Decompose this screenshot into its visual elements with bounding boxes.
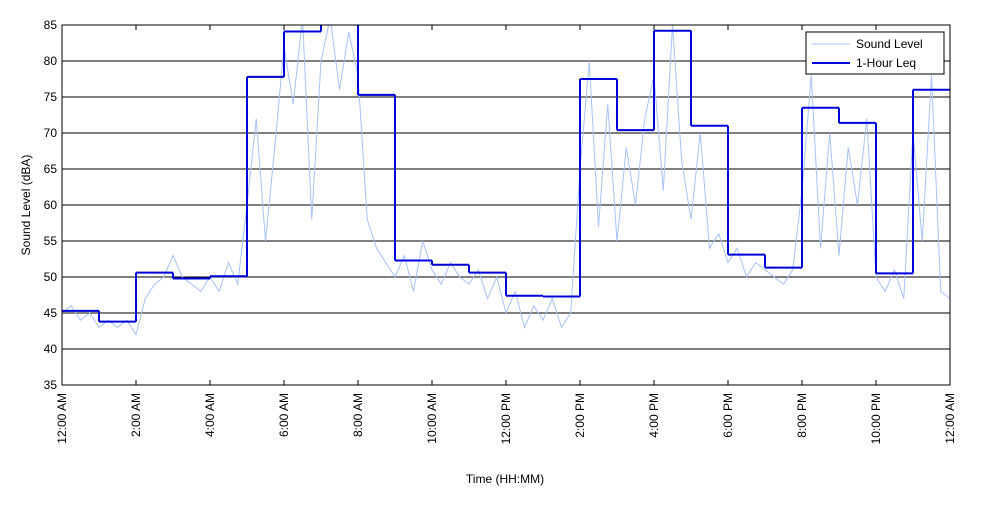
x-tick-label: 12:00 AM: [55, 393, 69, 444]
x-tick-label: 2:00 PM: [573, 393, 587, 438]
x-tick-label: 12:00 PM: [499, 393, 513, 444]
legend-label: Sound Level: [856, 37, 923, 51]
y-tick-label: 50: [44, 270, 58, 284]
y-tick-label: 55: [44, 234, 58, 248]
x-tick-label: 12:00 AM: [943, 393, 957, 444]
y-tick-label: 75: [44, 90, 58, 104]
legend-box: [805, 31, 945, 75]
leq-step-connector: [98, 25, 914, 322]
y-tick-label: 35: [44, 378, 58, 392]
x-tick-label: 8:00 PM: [795, 393, 809, 438]
y-axis-label: Sound Level (dBA): [19, 155, 33, 256]
y-tick-label: 85: [44, 18, 58, 32]
x-tick-label: 2:00 AM: [129, 393, 143, 437]
plot-frame: [61, 24, 951, 386]
x-tick-label: 6:00 PM: [721, 393, 735, 438]
x-tick-label: 4:00 AM: [203, 393, 217, 437]
y-tick-label: 65: [44, 162, 58, 176]
x-tick-label: 10:00 AM: [425, 393, 439, 444]
y-tick-label: 40: [44, 342, 58, 356]
x-tick-label: 10:00 PM: [869, 393, 883, 444]
x-tick-label: 8:00 AM: [351, 393, 365, 437]
plot-lines: [62, 25, 950, 336]
x-tick-label: 6:00 AM: [277, 393, 291, 437]
y-tick-label: 45: [44, 306, 58, 320]
x-axis-label: Time (HH:MM): [466, 472, 544, 486]
y-tick-label: 70: [44, 126, 58, 140]
y-tick-label: 80: [44, 54, 58, 68]
x-tick-label: 4:00 PM: [647, 393, 661, 438]
legend-label: 1-Hour Leq: [856, 56, 916, 70]
y-tick-label: 60: [44, 198, 58, 212]
